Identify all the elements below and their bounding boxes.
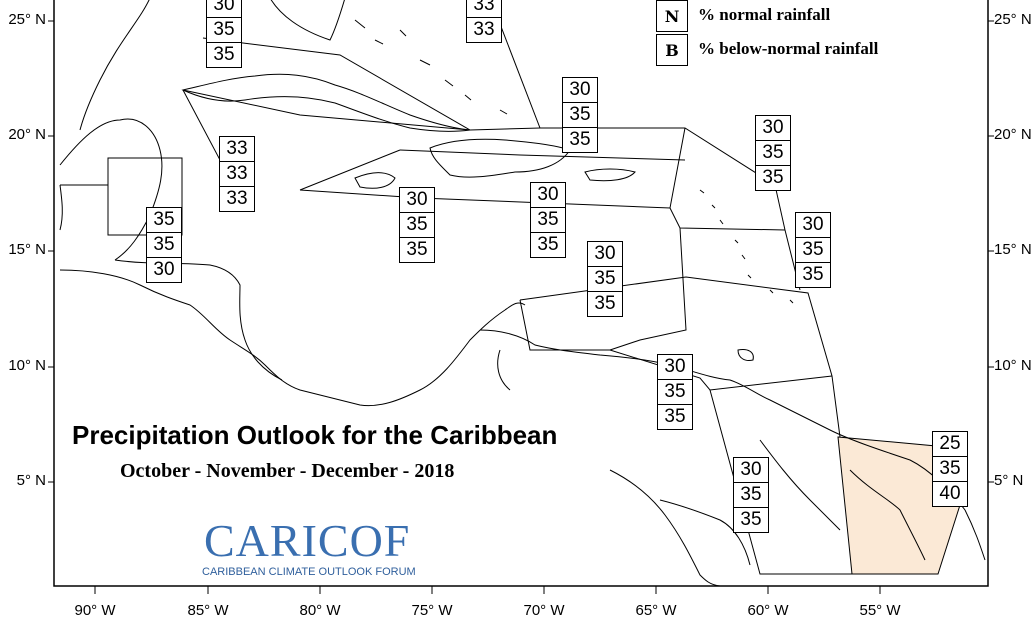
probability-value: 30 bbox=[802, 214, 824, 235]
probability-value: 35 bbox=[207, 42, 241, 67]
probability-box-caribbean-south: 30 35 35 bbox=[587, 241, 623, 317]
probability-value: 35 bbox=[147, 232, 181, 257]
lat-label-left: 20° N bbox=[8, 126, 46, 143]
probability-value: 35 bbox=[563, 127, 597, 152]
probability-box-belize: 35 35 30 bbox=[146, 207, 182, 283]
probability-value: 35 bbox=[756, 165, 790, 190]
lat-label-left: 25° N bbox=[8, 11, 46, 28]
map-title: Precipitation Outlook for the Caribbean bbox=[72, 420, 558, 450]
probability-box-suriname-french-guiana: 25 35 40 bbox=[932, 431, 968, 507]
probability-value: 35 bbox=[207, 17, 241, 42]
probability-value: 30 bbox=[594, 243, 616, 264]
legend-label-normal: % normal rainfall bbox=[698, 5, 831, 24]
logo-name: CARICOF bbox=[204, 515, 411, 566]
zone-boundaries bbox=[60, 0, 852, 575]
probability-value: 35 bbox=[588, 266, 622, 291]
lat-label-left: 10° N bbox=[8, 357, 46, 374]
probability-box-guyana: 30 35 35 bbox=[733, 457, 769, 533]
probability-value: 35 bbox=[933, 456, 967, 481]
probability-box-hispaniola-north: 30 35 35 bbox=[562, 77, 598, 153]
logo-tagline: CARIBBEAN CLIMATE OUTLOOK FORUM bbox=[202, 566, 416, 578]
probability-value: 35 bbox=[531, 232, 565, 257]
probability-value: 35 bbox=[756, 140, 790, 165]
lon-label: 75° W bbox=[411, 602, 453, 619]
probability-box-jamaica: 30 35 35 bbox=[399, 187, 435, 263]
lat-label-right: 25° N bbox=[994, 11, 1032, 28]
lon-label: 80° W bbox=[299, 602, 341, 619]
lon-label: 90° W bbox=[74, 602, 116, 619]
lon-label: 60° W bbox=[747, 602, 789, 619]
probability-box-cuba-west: 33 33 33 bbox=[219, 136, 255, 212]
probability-value: 35 bbox=[400, 212, 434, 237]
probability-value: 35 bbox=[400, 237, 434, 262]
probability-value: 35 bbox=[658, 379, 692, 404]
probability-box-hispaniola-south: 30 35 35 bbox=[530, 182, 566, 258]
probability-value: 30 bbox=[762, 117, 784, 138]
lat-label-right: 10° N bbox=[994, 357, 1032, 374]
probability-box-bahamas-east: 33 33 bbox=[466, 0, 502, 43]
probability-value: 30 bbox=[147, 257, 181, 282]
probability-box-leeward-south: 30 35 35 bbox=[795, 212, 831, 288]
probability-value: 33 bbox=[226, 138, 248, 159]
probability-value: 25 bbox=[939, 433, 961, 454]
probability-value: 33 bbox=[473, 0, 495, 15]
lat-label-right: 15° N bbox=[994, 241, 1032, 258]
probability-value: 30 bbox=[740, 459, 762, 480]
probability-box-leeward-north: 30 35 35 bbox=[755, 115, 791, 191]
probability-box-trinidad: 30 35 35 bbox=[657, 354, 693, 430]
probability-value: 35 bbox=[796, 237, 830, 262]
probability-value: 35 bbox=[588, 291, 622, 316]
probability-value: 40 bbox=[933, 481, 967, 506]
coastlines bbox=[59, 0, 986, 587]
probability-value: 35 bbox=[658, 404, 692, 429]
probability-value: 30 bbox=[213, 0, 235, 15]
legend-label-below: % below-normal rainfall bbox=[698, 39, 879, 58]
lon-label: 70° W bbox=[523, 602, 565, 619]
map-subtitle: October - November - December - 2018 bbox=[120, 460, 455, 482]
lat-label-left: 5° N bbox=[16, 472, 46, 489]
probability-value: 35 bbox=[563, 102, 597, 127]
probability-value: 33 bbox=[467, 17, 501, 42]
lon-label: 85° W bbox=[187, 602, 229, 619]
caricof-logo: CARICOF CARIBBEAN CLIMATE OUTLOOK FORUM bbox=[200, 514, 440, 580]
probability-value: 35 bbox=[734, 482, 768, 507]
lat-label-right: 20° N bbox=[994, 126, 1032, 143]
legend-key-below: B bbox=[656, 34, 688, 66]
lon-label: 65° W bbox=[635, 602, 677, 619]
probability-value: 30 bbox=[664, 356, 686, 377]
probability-value: 30 bbox=[569, 79, 591, 100]
probability-value: 35 bbox=[796, 262, 830, 287]
probability-value: 33 bbox=[220, 186, 254, 211]
lat-label-right: 5° N bbox=[994, 472, 1024, 489]
probability-value: 35 bbox=[531, 207, 565, 232]
lon-label: 55° W bbox=[859, 602, 901, 619]
probability-box-bahamas-west: 30 35 35 bbox=[206, 0, 242, 68]
highlighted-region bbox=[837, 436, 961, 575]
probability-value: 30 bbox=[537, 184, 559, 205]
lat-label-left: 15° N bbox=[8, 241, 46, 258]
lat-ticks bbox=[48, 20, 994, 483]
legend-key-normal: N bbox=[656, 0, 688, 32]
lon-ticks bbox=[94, 586, 881, 594]
probability-value: 35 bbox=[153, 209, 175, 230]
probability-value: 30 bbox=[406, 189, 428, 210]
probability-value: 35 bbox=[734, 507, 768, 532]
probability-value: 33 bbox=[220, 161, 254, 186]
map-frame bbox=[53, 0, 989, 587]
